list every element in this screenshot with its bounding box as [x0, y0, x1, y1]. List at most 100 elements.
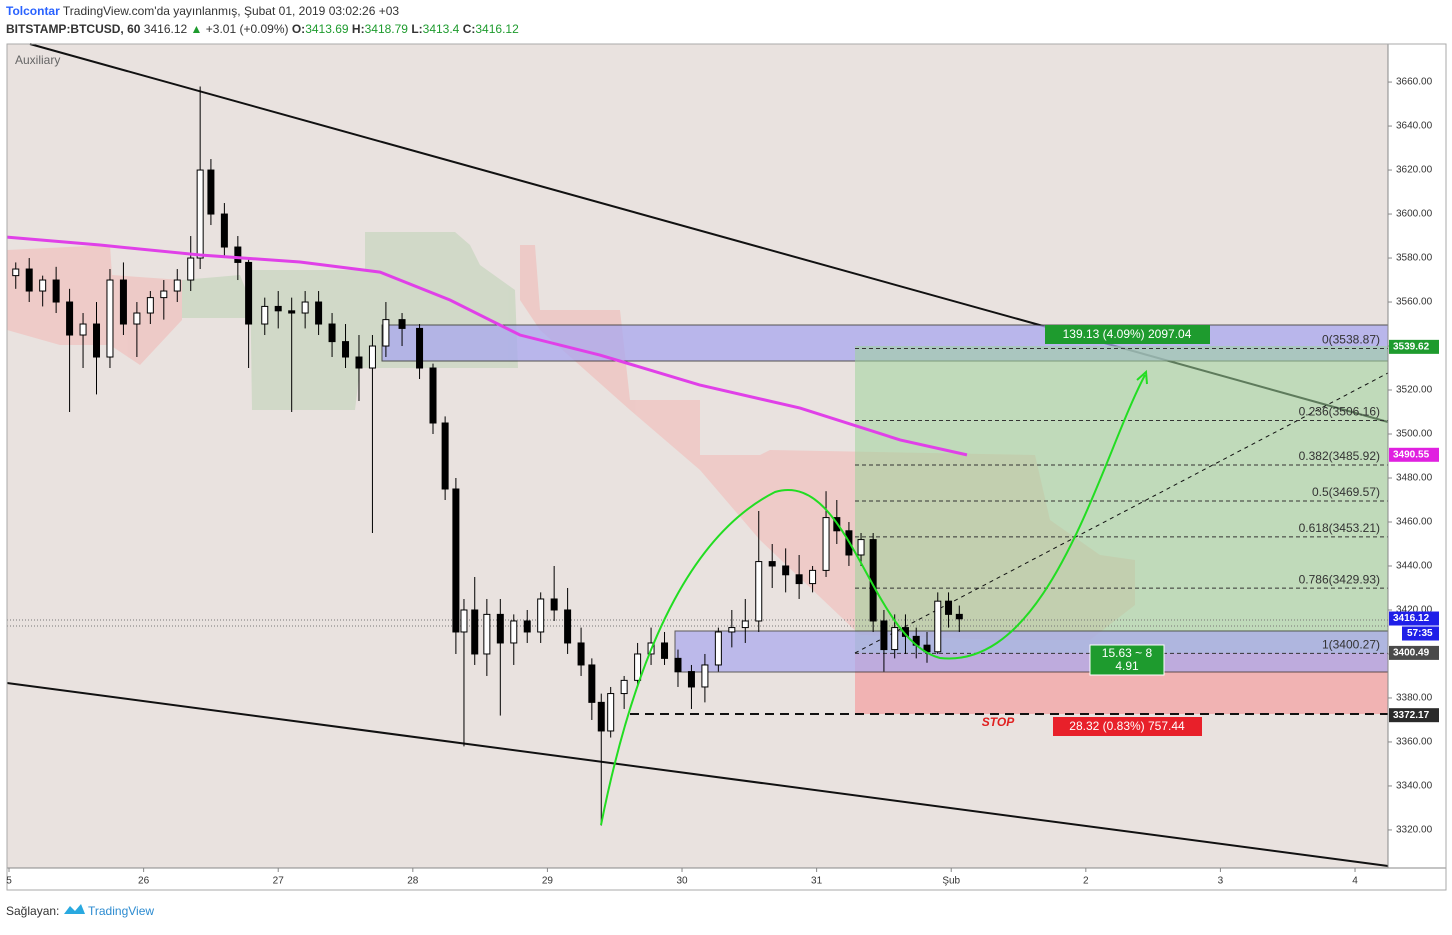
candle-body — [106, 279, 114, 358]
y-tick-label: 3580.00 — [1396, 253, 1433, 264]
candle-body — [315, 301, 323, 325]
price-tag — [1389, 645, 1439, 660]
y-tick-label: 3500.00 — [1396, 429, 1433, 440]
candle-body — [355, 356, 363, 369]
candle-body — [891, 627, 899, 651]
x-tick-label: 27 — [273, 876, 285, 887]
candle-body — [523, 620, 531, 633]
candle-body — [416, 327, 424, 369]
fib-label: 0.236(3506.16) — [1299, 405, 1380, 419]
candle-body — [674, 657, 682, 673]
candle-body — [52, 279, 60, 303]
footer-brand[interactable]: TradingView — [88, 904, 154, 918]
frame — [6, 43, 1447, 891]
x-tick-label: 4 — [1352, 876, 1358, 887]
candle-body — [701, 664, 709, 688]
x-tick-label: 5 — [6, 876, 12, 887]
candle-body — [857, 539, 865, 556]
y-tick-label: 3600.00 — [1396, 209, 1433, 220]
candle-body — [25, 268, 33, 292]
target-label: 139.13 (4.09%) 2097.04 — [1063, 327, 1192, 341]
candle-body — [79, 323, 87, 336]
axes: 3320.003340.003360.003380.003400.003420.… — [6, 77, 1439, 887]
x-tick-label: Şub — [942, 876, 960, 887]
y-tick-label: 3440.00 — [1396, 561, 1433, 572]
candle-body — [510, 620, 518, 644]
candle-body — [741, 620, 749, 629]
y-tick-label: 3320.00 — [1396, 825, 1433, 836]
candle-body — [119, 279, 127, 325]
price-tag — [1389, 339, 1439, 354]
arrow-head — [1136, 369, 1148, 385]
candle-body — [564, 609, 572, 644]
header-line: Tolcontar TradingView.com'da yayınlanmış… — [6, 4, 399, 18]
candle-body — [382, 319, 390, 347]
candle-body — [328, 323, 336, 343]
header-ohlc: BITSTAMP:BTCUSD, 60 3416.12 ▲ +3.01 (+0.… — [6, 22, 519, 36]
candle-body — [429, 367, 437, 424]
rr-label: 4.91 — [1115, 659, 1139, 673]
logo — [64, 904, 85, 914]
fib-label: 0.5(3469.57) — [1312, 485, 1380, 499]
candle-body — [768, 561, 776, 567]
candle-body — [483, 613, 491, 655]
stop-label: STOP — [982, 715, 1015, 729]
x-tick-label: 26 — [138, 876, 150, 887]
candle-body — [234, 246, 242, 263]
candle-body — [728, 627, 736, 633]
price-tag-label: 3400.49 — [1393, 648, 1430, 659]
candle-body — [207, 169, 215, 215]
price-tag-label: 3490.55 — [1393, 449, 1430, 460]
profit-zone — [855, 346, 1388, 653]
candle-body — [782, 565, 790, 576]
risk-box — [1053, 717, 1202, 736]
change: +3.01 (+0.09%) — [206, 22, 289, 36]
candle-body — [196, 169, 204, 259]
candle-body — [537, 598, 545, 633]
candle-body — [460, 609, 468, 633]
countdown-tag — [1402, 626, 1439, 641]
candle-body — [301, 301, 309, 314]
candle-body — [133, 312, 141, 325]
price-tag-label: 3372.17 — [1393, 710, 1430, 721]
published: TradingView.com'da yayınlanmış, Şubat 01… — [63, 4, 400, 18]
fib-label: 0.618(3453.21) — [1299, 521, 1380, 535]
fib-label: 1(3400.27) — [1322, 638, 1380, 652]
candle-body — [496, 613, 504, 644]
price-tag — [1389, 447, 1439, 462]
pane-label: Auxiliary — [15, 53, 60, 67]
candle-body — [471, 609, 479, 655]
candle-body — [714, 631, 722, 666]
fib-label: 0.382(3485.92) — [1299, 449, 1380, 463]
projection-curve — [600, 374, 1146, 826]
candle-body — [620, 679, 628, 695]
candle-body — [66, 301, 74, 336]
candle-body — [288, 310, 296, 314]
candle-body — [809, 569, 817, 585]
price-tag — [1389, 708, 1439, 723]
target-box — [1045, 325, 1210, 344]
c-label: C: — [463, 22, 476, 36]
candle-body — [597, 701, 605, 732]
y-tick-label: 3380.00 — [1396, 693, 1433, 704]
y-tick-label: 3460.00 — [1396, 517, 1433, 528]
x-tick-label: 2 — [1083, 876, 1089, 887]
x-tick-label: 30 — [676, 876, 688, 887]
candle-body — [173, 279, 181, 292]
candle-body — [368, 345, 376, 369]
candle-body — [588, 664, 596, 703]
candle-body — [187, 257, 195, 281]
support-zone — [674, 630, 1389, 673]
candle-body — [261, 305, 269, 325]
trend-line — [6, 682, 1389, 867]
candle-body — [160, 290, 168, 299]
candle-body — [12, 268, 20, 277]
candle-body — [661, 642, 669, 659]
x-tick-label: 29 — [542, 876, 554, 887]
x-tick-label: 28 — [407, 876, 419, 887]
candle-body — [687, 671, 695, 688]
rr-label: 15.63 ~ 8 — [1102, 646, 1153, 660]
candle-body — [755, 561, 763, 622]
candle-body — [634, 653, 642, 681]
